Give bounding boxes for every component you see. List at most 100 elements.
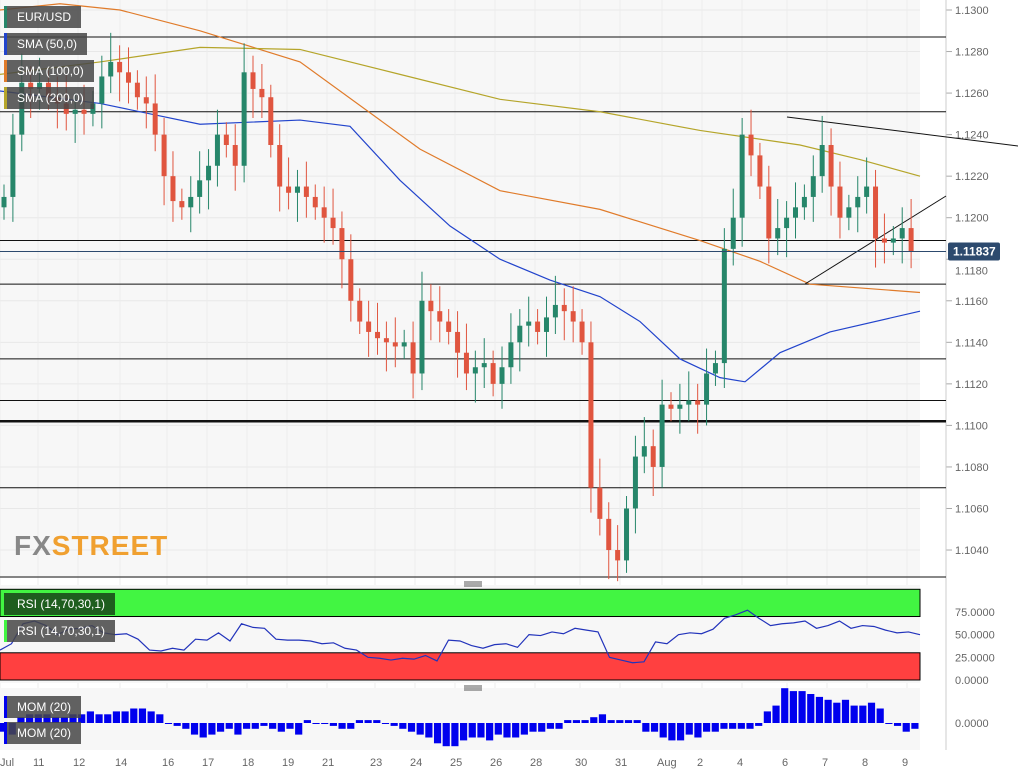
rsi-label-2[interactable]: RSI (14,70,30,1) bbox=[4, 620, 116, 642]
candle bbox=[1, 196, 7, 208]
trendline-upper bbox=[786, 116, 1018, 147]
y-tick-label: 1.1040 bbox=[955, 545, 989, 557]
x-tick-label: 14 bbox=[115, 757, 127, 769]
rsi-line bbox=[0, 609, 921, 664]
mom-bar bbox=[859, 705, 867, 723]
candle bbox=[410, 342, 416, 374]
sma-line bbox=[0, 3, 921, 294]
mom-label-2[interactable]: MOM (20) bbox=[4, 722, 81, 744]
mom-bar bbox=[381, 723, 390, 724]
fxstreet-logo: FXSTREET bbox=[14, 530, 169, 561]
mom-bar bbox=[763, 711, 771, 723]
sma50-label[interactable]: SMA (50,0) bbox=[4, 33, 88, 55]
candle bbox=[810, 176, 816, 197]
mom-bar bbox=[43, 714, 51, 723]
sma-line bbox=[0, 90, 921, 383]
mom-bar bbox=[329, 723, 337, 726]
mom-bar bbox=[338, 723, 346, 729]
candle bbox=[561, 304, 567, 312]
candle bbox=[134, 82, 140, 98]
mom-bar bbox=[729, 723, 737, 729]
x-tick-label: 2 bbox=[697, 757, 703, 769]
last-price-text: 1.11837 bbox=[953, 245, 996, 259]
mom-bar bbox=[737, 723, 745, 729]
mom-bar bbox=[676, 723, 685, 741]
candle bbox=[873, 186, 879, 239]
mom-bar bbox=[0, 723, 8, 732]
candle bbox=[686, 400, 692, 405]
candle bbox=[81, 109, 87, 114]
mom-bar bbox=[668, 723, 676, 741]
rsi-tick-label: 25.0000 bbox=[955, 652, 995, 664]
mom-bar bbox=[798, 691, 806, 723]
candle bbox=[819, 145, 825, 177]
mom-bar bbox=[807, 694, 815, 723]
candle bbox=[28, 82, 34, 89]
candle bbox=[784, 217, 790, 229]
candle bbox=[712, 363, 718, 374]
candle bbox=[837, 186, 843, 218]
mom-label[interactable]: MOM (20) bbox=[4, 696, 81, 718]
mom-bar bbox=[60, 717, 68, 723]
candle bbox=[348, 259, 354, 301]
x-tick-label: 25 bbox=[450, 757, 462, 769]
candle bbox=[864, 186, 870, 197]
candle bbox=[721, 248, 727, 364]
candle bbox=[419, 300, 425, 374]
rsi-tick-label: 50.0000 bbox=[955, 630, 995, 642]
y-tick-label: 1.1140 bbox=[955, 337, 988, 349]
x-tick-label: 8 bbox=[862, 757, 868, 769]
mom-bar bbox=[685, 723, 693, 735]
mom-bar bbox=[251, 723, 259, 729]
candle bbox=[517, 325, 523, 343]
candle bbox=[72, 109, 78, 114]
mom-bar bbox=[711, 723, 719, 732]
symbol-label[interactable]: EUR/USD bbox=[4, 6, 82, 28]
mom-bar bbox=[824, 699, 832, 723]
x-tick-label: 12 bbox=[73, 757, 85, 769]
mom-bar bbox=[312, 723, 320, 724]
x-tick-label: Aug bbox=[657, 757, 677, 769]
mom-bar bbox=[781, 688, 789, 723]
mom-bar bbox=[269, 723, 277, 729]
candle bbox=[624, 508, 630, 561]
candle bbox=[792, 207, 798, 218]
candle bbox=[241, 72, 247, 166]
rsi-label[interactable]: RSI (14,70,30,1) bbox=[4, 593, 116, 615]
sma200-label[interactable]: SMA (200,0) bbox=[4, 87, 94, 109]
x-tick-label: 31 bbox=[615, 757, 627, 769]
candle bbox=[704, 373, 710, 405]
mom-bar bbox=[416, 723, 424, 735]
candle bbox=[552, 304, 558, 318]
mom-bar bbox=[156, 714, 164, 723]
candle bbox=[570, 311, 576, 322]
sma100-label[interactable]: SMA (100,0) bbox=[4, 60, 94, 82]
candle bbox=[375, 331, 381, 339]
mom-bar bbox=[17, 717, 25, 723]
x-tick-label: 9 bbox=[902, 757, 908, 769]
candle bbox=[588, 342, 594, 488]
mom-bar bbox=[572, 720, 581, 723]
candle bbox=[259, 88, 265, 98]
mom-bar bbox=[520, 723, 528, 735]
candle bbox=[357, 300, 363, 322]
last-price-badge bbox=[948, 242, 1000, 261]
mom-bar bbox=[26, 714, 34, 723]
candle bbox=[615, 550, 621, 561]
mom-bar bbox=[147, 711, 155, 723]
candle bbox=[277, 145, 283, 187]
oversold-zone bbox=[0, 652, 921, 681]
mom-bar bbox=[295, 723, 303, 735]
mom-bar bbox=[590, 717, 598, 723]
mom-bar bbox=[425, 723, 433, 738]
candle bbox=[108, 61, 114, 77]
mom-bar bbox=[911, 723, 919, 729]
rsi-tick-label: 75.0000 bbox=[955, 607, 995, 619]
mom-bar bbox=[650, 723, 659, 732]
mom-bar bbox=[303, 720, 311, 723]
mom-bar bbox=[607, 720, 615, 723]
mom-bar bbox=[529, 723, 537, 732]
candle bbox=[535, 321, 541, 332]
candle bbox=[579, 321, 585, 343]
